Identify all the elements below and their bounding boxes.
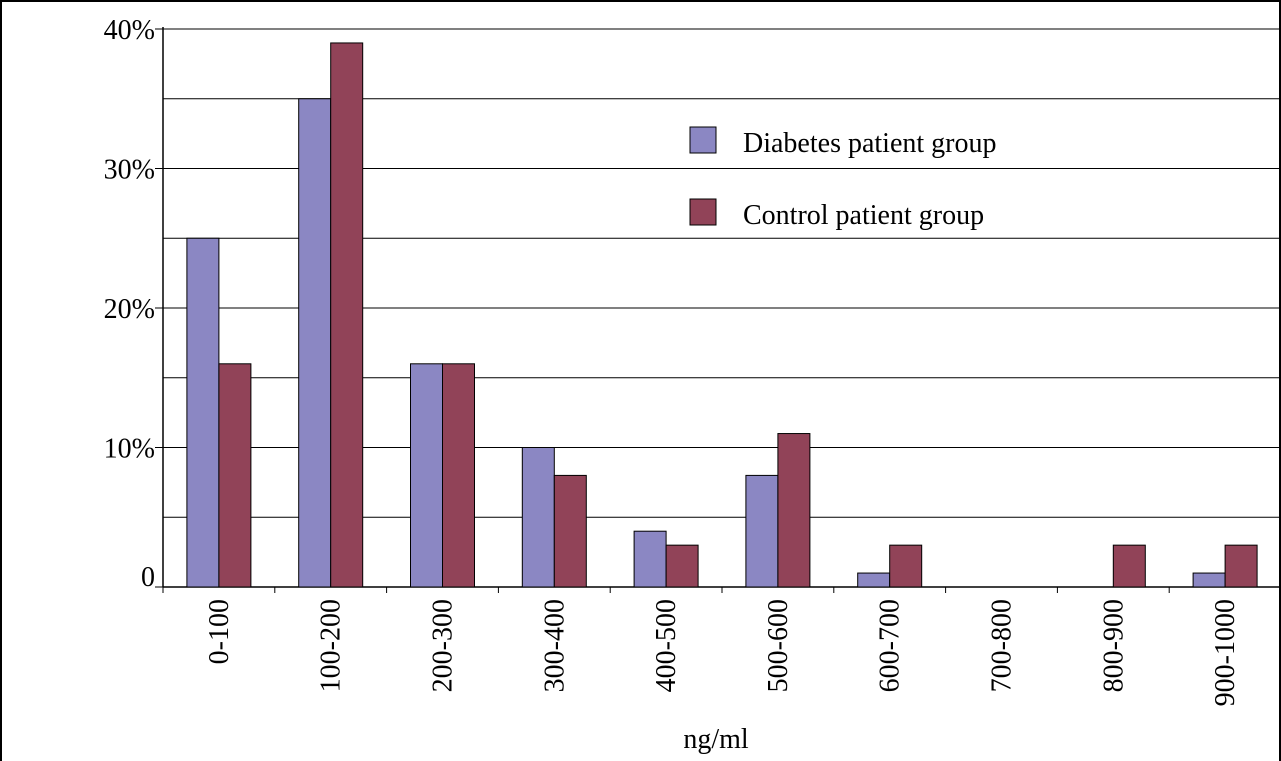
bar-control — [1112, 544, 1146, 588]
x-tick-label: 300-400 — [539, 599, 570, 692]
y-tick-label: 0 — [141, 562, 155, 593]
x-tick-label: 0-100 — [204, 599, 235, 664]
bar-control — [665, 544, 699, 588]
bar-diabetes — [410, 363, 443, 588]
x-tick-label: 800-900 — [1098, 599, 1129, 692]
bar-diabetes — [857, 572, 891, 588]
legend-label-diabetes: Diabetes patient group — [743, 128, 996, 159]
x-tick-labels: 0-100 100-200 200-300 300-400 400-500 500-600… — [204, 599, 1241, 706]
bar-diabetes — [521, 447, 555, 588]
legend-swatch-control — [689, 198, 717, 226]
bar-control — [889, 544, 923, 588]
legend-swatch-diabetes — [689, 126, 717, 154]
bar-diabetes — [186, 237, 220, 588]
bar-control — [330, 42, 364, 588]
x-tick-label: 600-700 — [875, 599, 906, 692]
bar-diabetes — [1192, 572, 1226, 588]
x-axis-title: ng/ml — [683, 724, 749, 755]
x-tick-label: 700-800 — [987, 599, 1018, 692]
bar-control — [442, 363, 475, 588]
y-tick-label: 20% — [104, 294, 155, 325]
x-tick-label: 100-200 — [316, 599, 347, 692]
bar-control — [553, 474, 587, 588]
bars — [186, 42, 1258, 588]
y-tick-label: 40% — [104, 15, 155, 46]
y-tick-label: 10% — [104, 434, 155, 465]
bar-control — [1224, 544, 1258, 588]
bar-diabetes — [745, 474, 779, 588]
x-tick-label: 900-1000 — [1210, 599, 1241, 706]
x-tick-label: 500-600 — [763, 599, 794, 692]
legend-label-control: Control patient group — [743, 200, 984, 231]
bar-control — [218, 363, 252, 588]
bar-control — [777, 433, 811, 588]
x-tick-label: 200-300 — [428, 599, 459, 692]
legend: Diabetes patient group Control patient gr… — [689, 126, 996, 231]
x-tick-label: 400-500 — [651, 599, 682, 692]
y-tick-label: 30% — [104, 155, 155, 186]
bar-diabetes — [633, 530, 667, 588]
y-tick-labels: 0 10% 20% 30% 40% — [104, 15, 155, 593]
bar-diabetes — [298, 98, 332, 588]
